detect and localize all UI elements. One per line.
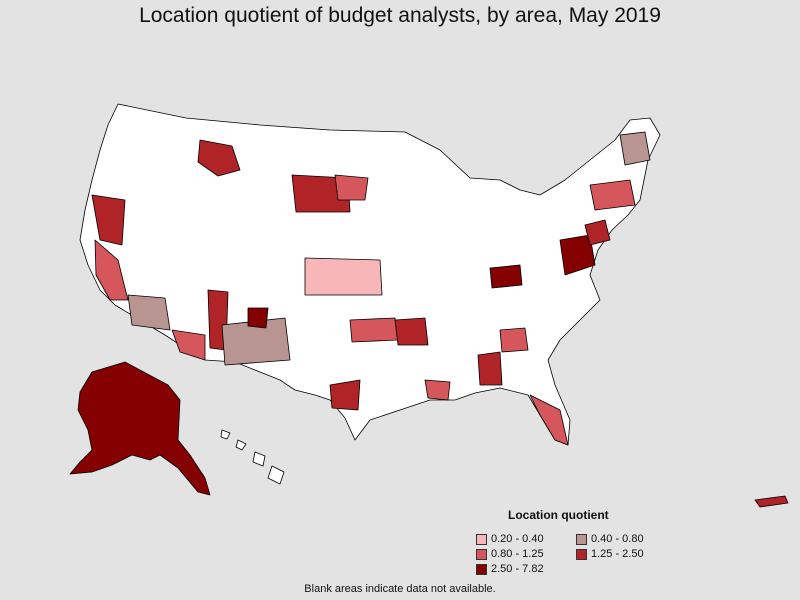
arizona-area-1 [127, 294, 171, 331]
map-regions [69, 103, 789, 508]
legend-swatch [576, 548, 587, 560]
puerto-rico [754, 495, 789, 508]
texas-area [329, 379, 361, 411]
arizona-area-2 [171, 329, 206, 361]
georgia-area [499, 327, 529, 353]
hawaii [220, 429, 285, 485]
legend-item-2: 0.80 - 1.25 [476, 548, 544, 560]
kentucky-area [489, 264, 523, 289]
maryland-area [584, 219, 611, 246]
legend-label: 0.20 - 0.40 [491, 533, 544, 545]
legend-label: 0.80 - 1.25 [491, 548, 544, 560]
legend-item-3: 1.25 - 2.50 [576, 548, 644, 560]
virginia-area [559, 234, 596, 276]
alabama-area [477, 351, 503, 386]
legend-swatch [576, 533, 587, 545]
minnesota-area [334, 174, 369, 201]
missouri-area [394, 317, 429, 346]
oklahoma-area [349, 317, 399, 343]
colorado-area [247, 307, 269, 329]
maine-area [619, 131, 651, 166]
new-york-area [589, 179, 636, 211]
florida-area [529, 394, 569, 446]
louisiana-area [424, 379, 451, 401]
legend-item-1: 0.40 - 0.80 [576, 533, 644, 545]
kansas-area [304, 257, 383, 296]
alaska [69, 361, 211, 496]
idaho-area [197, 139, 241, 177]
california-area [94, 239, 129, 301]
legend-title: Location quotient [508, 508, 609, 522]
legend-label: 1.25 - 2.50 [591, 548, 644, 560]
legend: Location quotient 0.20 - 0.40 0.40 - 0.8… [470, 506, 670, 576]
map-title: Location quotient of budget analysts, by… [139, 4, 661, 27]
legend-item-4: 2.50 - 7.82 [476, 563, 544, 575]
legend-swatch [476, 533, 487, 545]
legend-swatch [476, 548, 487, 560]
legend-swatch [476, 563, 487, 575]
legend-label: 0.40 - 0.80 [591, 533, 644, 545]
legend-label: 2.50 - 7.82 [491, 563, 544, 575]
legend-item-0: 0.20 - 0.40 [476, 533, 544, 545]
oregon-area [91, 194, 126, 246]
footnote: Blank areas indicate data not available. [304, 583, 496, 595]
north-dakota-area [291, 174, 351, 213]
